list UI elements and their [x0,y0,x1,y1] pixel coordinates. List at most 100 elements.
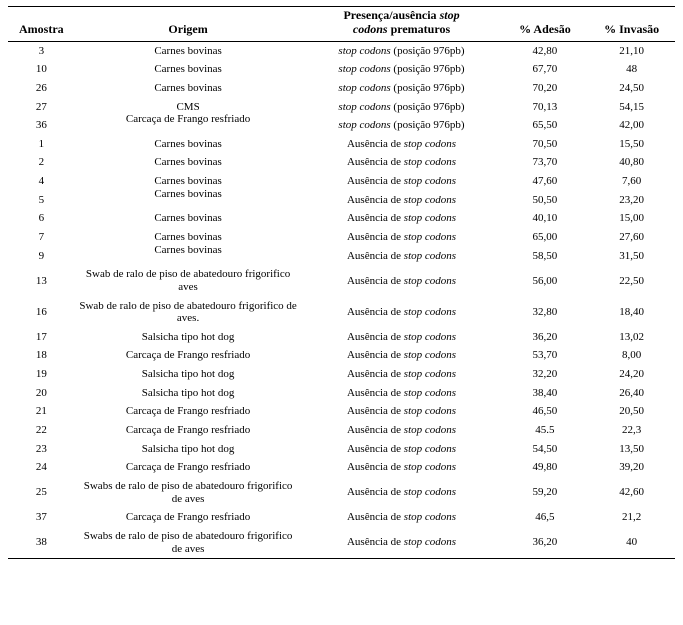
cell-amostra: 5 [8,191,75,210]
cell-invasao: 31,50 [588,247,675,266]
cell-stop-codons: stop codons (posição 976pb) [301,79,501,98]
cell-origem: Carnes bovinas [75,79,302,98]
cell-adesao: 42,80 [502,41,589,60]
cell-adesao: 70,50 [502,135,589,154]
cell-origem: Swab de ralo de piso de abatedouro frigo… [75,297,302,328]
cell-amostra: 13 [8,265,75,296]
cell-invasao: 21,10 [588,41,675,60]
cell-amostra: 21 [8,402,75,421]
cell-adesao: 36,20 [502,527,589,559]
table-row: 6Carnes bovinasAusência de stop codons40… [8,209,675,228]
cell-stop-codons: Ausência de stop codons [301,209,501,228]
cell-amostra: 22 [8,421,75,440]
cell-amostra: 16 [8,297,75,328]
cell-origem: Swabs de ralo de piso de abatedouro frig… [75,527,302,559]
cell-invasao: 15,50 [588,135,675,154]
table-row: 20Salsicha tipo hot dogAusência de stop … [8,384,675,403]
cell-adesao: 46,50 [502,402,589,421]
cell-amostra: 9 [8,247,75,266]
cell-origem: Swabs de ralo de piso de abatedouro frig… [75,477,302,508]
col-header-invasao: % Invasão [588,7,675,42]
cell-origem: Carnes bovinas [75,241,302,260]
cell-invasao: 18,40 [588,297,675,328]
table-row: 13Swab de ralo de piso de abatedouro fri… [8,265,675,296]
cell-origem: Salsicha tipo hot dog [75,328,302,347]
cell-invasao: 20,50 [588,402,675,421]
table-row: 10Carnes bovinasstop codons (posição 976… [8,60,675,79]
table-row: 24Carcaça de Frango resfriadoAusência de… [8,458,675,477]
cell-stop-codons: stop codons (posição 976pb) [301,60,501,79]
cell-amostra: 2 [8,153,75,172]
cell-invasao: 42,00 [588,116,675,135]
cell-stop-codons: Ausência de stop codons [301,191,501,210]
cell-stop-codons: Ausência de stop codons [301,265,501,296]
cell-origem: Carnes bovinas [75,209,302,228]
cell-stop-codons: Ausência de stop codons [301,477,501,508]
cell-origem: Swab de ralo de piso de abatedouro frigo… [75,265,302,296]
cell-stop-codons: Ausência de stop codons [301,172,501,191]
cell-origem: Carcaça de Frango resfriado [75,402,302,421]
cell-invasao: 24,50 [588,79,675,98]
table-row: 1Carnes bovinasAusência de stop codons70… [8,135,675,154]
col-header-stop-line1-em: stop [440,8,460,22]
cell-invasao: 24,20 [588,365,675,384]
cell-amostra: 26 [8,79,75,98]
cell-invasao: 13,50 [588,440,675,459]
cell-adesao: 38,40 [502,384,589,403]
cell-invasao: 7,60 [588,172,675,191]
cell-origem: Carnes bovinas [75,185,302,204]
cell-origem: Carcaça de Frango resfriado [75,508,302,527]
cell-adesao: 65,00 [502,228,589,247]
cell-adesao: 40,10 [502,209,589,228]
cell-invasao: 21,2 [588,508,675,527]
col-header-adesao: % Adesão [502,7,589,42]
table-container: Amostra Origem Presença/ausência stop co… [0,0,683,563]
cell-adesao: 70,20 [502,79,589,98]
cell-invasao: 23,20 [588,191,675,210]
cell-amostra: 7 [8,228,75,247]
cell-adesao: 73,70 [502,153,589,172]
cell-amostra: 17 [8,328,75,347]
cell-adesao: 58,50 [502,247,589,266]
cell-stop-codons: Ausência de stop codons [301,440,501,459]
cell-invasao: 26,40 [588,384,675,403]
cell-invasao: 8,00 [588,346,675,365]
table-row: 9Carnes bovinasAusência de stop codons58… [8,247,675,266]
cell-origem: Carnes bovinas [75,135,302,154]
cell-stop-codons: stop codons (posição 976pb) [301,41,501,60]
cell-origem: Carnes bovinas [75,153,302,172]
table-row: 26Carnes bovinasstop codons (posição 976… [8,79,675,98]
table-row: 38Swabs de ralo de piso de abatedouro fr… [8,527,675,559]
cell-stop-codons: Ausência de stop codons [301,458,501,477]
cell-origem: Carnes bovinas [75,60,302,79]
cell-stop-codons: Ausência de stop codons [301,346,501,365]
cell-adesao: 50,50 [502,191,589,210]
cell-invasao: 54,15 [588,98,675,117]
cell-invasao: 22,3 [588,421,675,440]
table-row: 23Salsicha tipo hot dogAusência de stop … [8,440,675,459]
cell-stop-codons: Ausência de stop codons [301,421,501,440]
cell-adesao: 32,80 [502,297,589,328]
cell-invasao: 39,20 [588,458,675,477]
cell-amostra: 36 [8,116,75,135]
table-body: 3Carnes bovinasstop codons (posição 976p… [8,41,675,559]
cell-stop-codons: Ausência de stop codons [301,328,501,347]
cell-adesao: 54,50 [502,440,589,459]
cell-stop-codons: Ausência de stop codons [301,228,501,247]
cell-stop-codons: Ausência de stop codons [301,153,501,172]
cell-origem: Carcaça de Frango resfriado [75,346,302,365]
cell-stop-codons: Ausência de stop codons [301,297,501,328]
table-row: 17Salsicha tipo hot dogAusência de stop … [8,328,675,347]
cell-invasao: 40,80 [588,153,675,172]
cell-amostra: 37 [8,508,75,527]
cell-amostra: 25 [8,477,75,508]
cell-stop-codons: stop codons (posição 976pb) [301,116,501,135]
table-row: 37Carcaça de Frango resfriadoAusência de… [8,508,675,527]
cell-amostra: 27 [8,98,75,117]
cell-stop-codons: stop codons (posição 976pb) [301,98,501,117]
cell-adesao: 65,50 [502,116,589,135]
cell-origem: Carcaça de Frango resfriado [75,458,302,477]
data-table: Amostra Origem Presença/ausência stop co… [8,6,675,559]
table-row: 2Carnes bovinasAusência de stop codons73… [8,153,675,172]
cell-origem: Carnes bovinas [75,41,302,60]
